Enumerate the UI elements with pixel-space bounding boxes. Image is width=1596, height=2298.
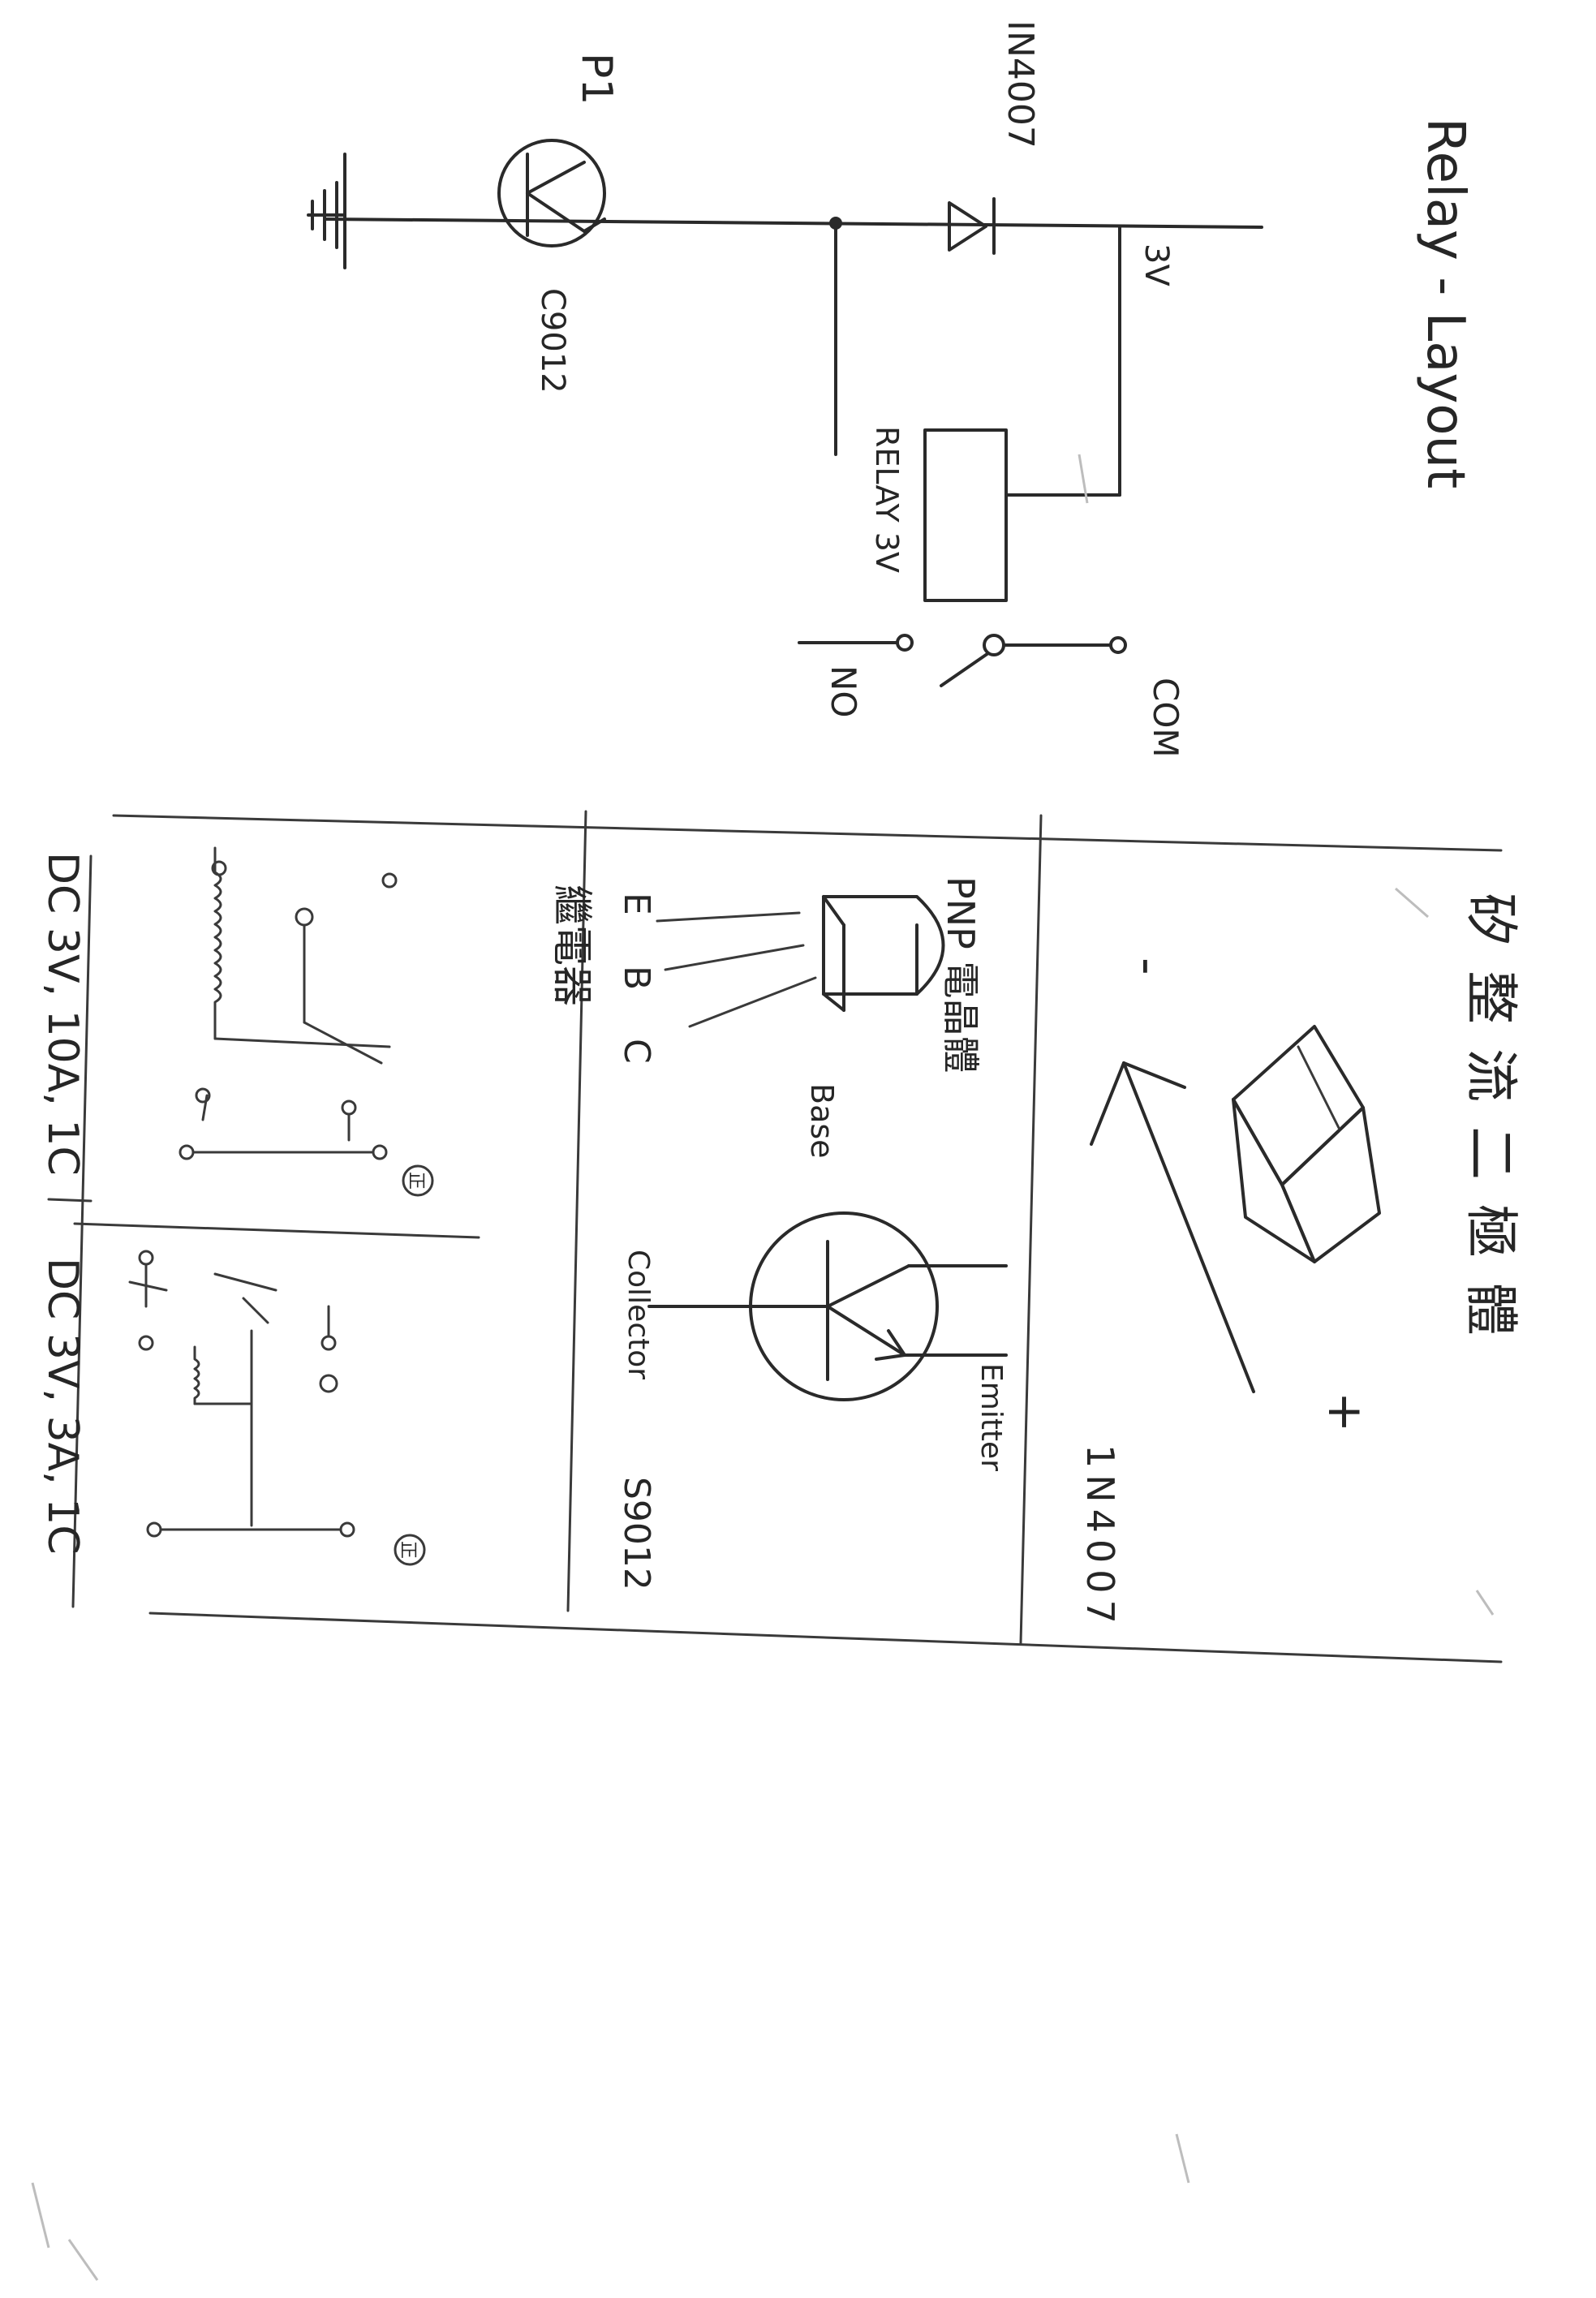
relay-1-schematic: [179, 846, 434, 1197]
diode-minus-sign: -: [1120, 957, 1177, 975]
pin-c-label: C: [616, 1039, 657, 1064]
frame-top-rule: [112, 814, 1503, 852]
relay-2-spec: DC 3V, 3A, 1C: [38, 1258, 87, 1555]
ground-symbol: [307, 181, 346, 249]
relay-2-top-mark: 正: [398, 1541, 418, 1559]
pnp-section-title: PNP 電晶體: [939, 876, 983, 1074]
transistor-p1-symbol: [497, 139, 606, 247]
diode-arrow-head: [1090, 1061, 1186, 1146]
emitter-label: Emitter: [974, 1363, 1008, 1471]
relay-contacts: [798, 634, 1127, 687]
to92-package-sketch: [656, 895, 945, 1028]
divider-relay-split: [73, 1222, 480, 1239]
divider-diode-transistor: [1019, 814, 1043, 1645]
divider-transistor-relay: [566, 810, 587, 1612]
relay-1-spec: DC 3V, 10A, 1C: [38, 852, 87, 1176]
supply-label-3v: 3V: [1138, 243, 1175, 286]
diode-section-part: 1N4007: [1078, 1444, 1122, 1630]
relay-2-schematic: [128, 1250, 426, 1566]
pin-label-p1: P1: [572, 53, 621, 105]
sheet-title: Relay - Layout: [1415, 118, 1475, 488]
relay-section: 繼電器 正: [38, 846, 596, 1566]
frame-bottom-rule: [148, 1612, 1503, 1663]
contact-label-com: COM: [1146, 678, 1185, 758]
diode-label-in4007: IN4007: [1000, 20, 1041, 148]
pnp-transistor-symbol: [647, 1211, 1008, 1401]
diode-symbol: [948, 197, 996, 255]
pin-e-label: E: [616, 893, 657, 915]
diode-section: 矽整流二極體 - + 1N4007: [1078, 893, 1522, 1630]
relay-driver-circuit: P1 C9012 IN4007 3V RELAY 3V COM NO: [307, 20, 1263, 758]
diode-plus-sign: +: [1317, 1392, 1374, 1432]
supply-rail: [323, 217, 1263, 229]
base-label: Base: [804, 1083, 840, 1159]
transistor-label-c9012: C9012: [534, 288, 571, 394]
diode-body-sketch: [1232, 1025, 1381, 1263]
divider-spec-mid: [47, 1198, 92, 1203]
relay-label: RELAY 3V: [869, 426, 905, 573]
relay-coil-box: [923, 428, 1008, 602]
paper-bleed-marks: [31, 454, 1495, 2281]
relay-1-top-mark: 正: [406, 1172, 426, 1190]
divider-relay-spec: [71, 854, 92, 1608]
transistor-section-part: S9012: [616, 1477, 657, 1590]
transistor-section: PNP 電晶體 E B C Base Collector Emit: [616, 876, 1008, 1590]
contact-label-no: NO: [824, 665, 863, 717]
diode-arrow-shaft: [1122, 1061, 1255, 1393]
pin-b-label: B: [616, 966, 657, 990]
relay-section-title: 繼電器: [548, 884, 596, 1006]
collector-label: Collector: [622, 1250, 655, 1379]
diode-section-title: 矽整流二極體: [1460, 893, 1522, 1360]
